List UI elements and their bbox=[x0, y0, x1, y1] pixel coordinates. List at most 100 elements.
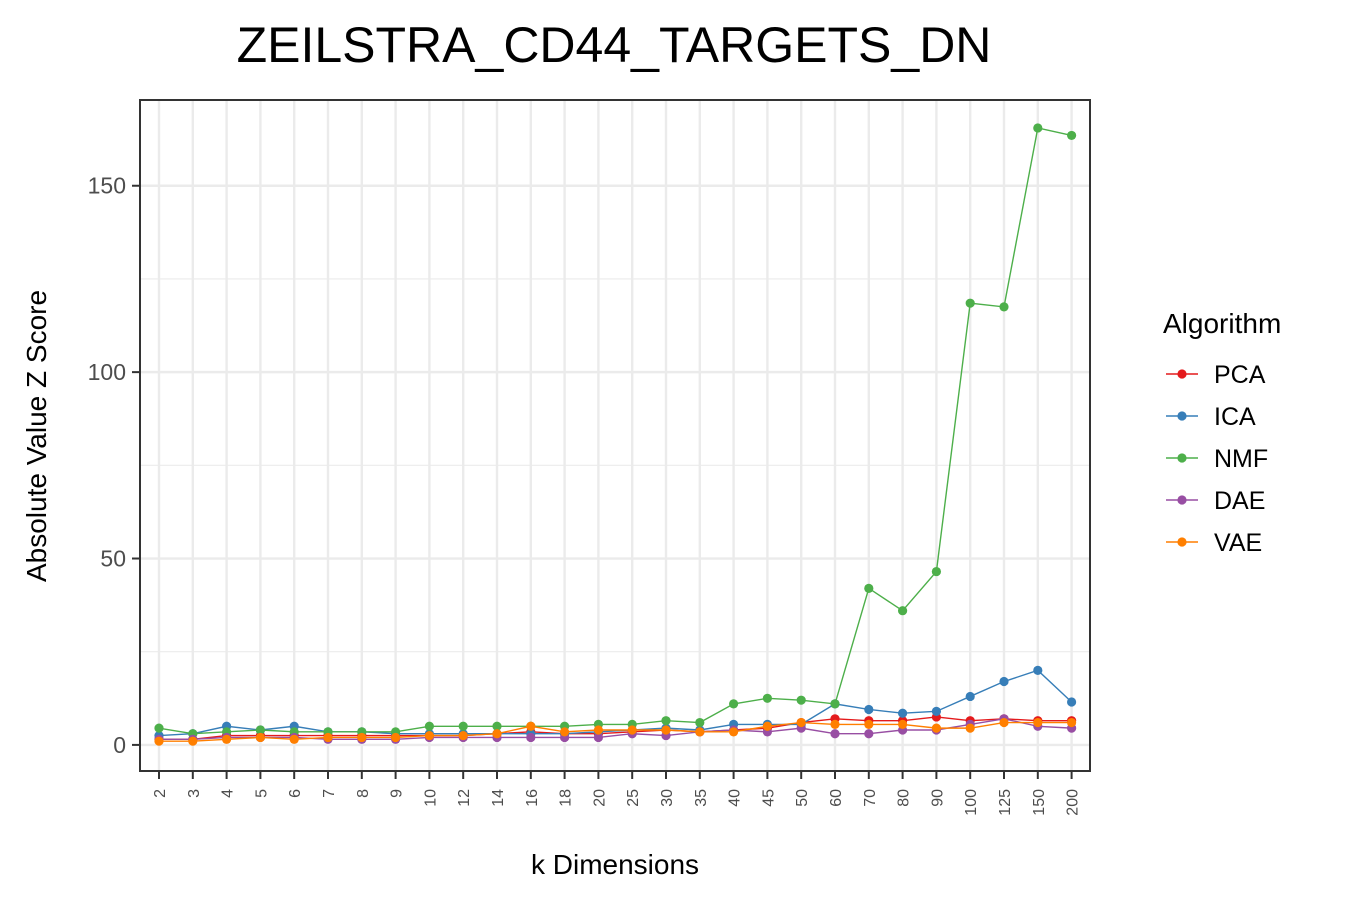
data-point-nmf bbox=[796, 695, 806, 705]
x-tick-label: 12 bbox=[456, 789, 473, 807]
legend-label-pca: PCA bbox=[1214, 361, 1266, 389]
x-tick-label: 40 bbox=[727, 789, 744, 807]
data-point-nmf bbox=[1033, 123, 1043, 133]
x-tick-label: 14 bbox=[490, 789, 507, 807]
legend-key-point-ica bbox=[1177, 411, 1187, 421]
y-axis: 0 50 100 150 bbox=[88, 173, 140, 758]
x-tick-label: 8 bbox=[355, 789, 372, 798]
data-point-vae bbox=[1067, 717, 1077, 728]
x-tick-label: 9 bbox=[389, 789, 406, 798]
data-point-nmf bbox=[424, 721, 434, 731]
legend: Algorithm PCA ICA NMF DAE VAE bbox=[1163, 308, 1281, 557]
data-point-vae bbox=[661, 725, 671, 735]
series-nmf bbox=[154, 123, 1077, 739]
grid bbox=[140, 100, 1090, 771]
legend-items: PCA ICA NMF DAE VAE bbox=[1166, 361, 1268, 557]
x-tick-label: 125 bbox=[997, 789, 1014, 816]
x-tick-label: 200 bbox=[1065, 789, 1082, 816]
series-line-nmf bbox=[158, 127, 1072, 735]
x-tick-label: 30 bbox=[659, 789, 676, 807]
data-point-nmf bbox=[965, 298, 975, 308]
x-tick-label: 150 bbox=[1031, 789, 1048, 816]
data-point-vae bbox=[289, 734, 299, 744]
series-line-pca bbox=[159, 716, 1072, 741]
legend-item-vae: VAE bbox=[1166, 529, 1262, 557]
y-tick-label: 100 bbox=[88, 359, 126, 385]
legend-key-point-pca bbox=[1177, 369, 1187, 379]
data-point-ica bbox=[864, 704, 874, 715]
data-point-dae bbox=[593, 732, 604, 743]
data-point-vae bbox=[222, 734, 232, 744]
x-tick-label: 10 bbox=[422, 789, 439, 807]
data-point-nmf bbox=[695, 717, 705, 728]
legend-label-vae: VAE bbox=[1214, 529, 1262, 557]
data-point-vae bbox=[931, 723, 942, 733]
x-tick-label: 35 bbox=[693, 789, 710, 807]
x-tick-label: 70 bbox=[862, 789, 879, 807]
x-axis-title: k Dimensions bbox=[531, 849, 699, 880]
series-layer bbox=[154, 123, 1077, 746]
data-point-vae bbox=[323, 732, 333, 743]
data-point-dae bbox=[830, 729, 840, 739]
x-tick-label: 25 bbox=[625, 789, 642, 807]
data-point-vae bbox=[357, 732, 367, 743]
data-point-nmf bbox=[999, 302, 1009, 312]
data-point-vae bbox=[898, 719, 908, 730]
x-axis: 2 3 4 5 6 7 8 9 10 12 14 16 18 20 25 30 35 40 45 50 60 70 80 90… bbox=[152, 771, 1082, 816]
data-point-vae bbox=[762, 721, 773, 731]
y-tick-label: 50 bbox=[100, 546, 126, 572]
legend-item-pca: PCA bbox=[1166, 361, 1266, 389]
data-point-nmf bbox=[1067, 130, 1077, 141]
legend-label-ica: ICA bbox=[1214, 403, 1256, 431]
y-tick-label: 150 bbox=[88, 173, 126, 199]
y-axis-title: Absolute Value Z Score bbox=[21, 290, 52, 582]
data-point-ica bbox=[1067, 697, 1077, 707]
data-point-nmf bbox=[931, 566, 942, 577]
data-point-nmf bbox=[729, 699, 739, 709]
data-point-vae bbox=[593, 725, 604, 735]
data-point-vae bbox=[695, 727, 705, 737]
legend-title: Algorithm bbox=[1163, 308, 1281, 339]
x-tick-label: 20 bbox=[591, 789, 608, 807]
legend-item-nmf: NMF bbox=[1166, 445, 1268, 473]
series-vae bbox=[154, 717, 1077, 746]
data-point-vae bbox=[1033, 717, 1043, 728]
x-tick-label: 90 bbox=[929, 789, 946, 807]
x-tick-label: 45 bbox=[760, 789, 777, 807]
data-point-vae bbox=[729, 727, 739, 737]
data-point-vae bbox=[796, 717, 806, 728]
data-point-vae bbox=[627, 725, 637, 735]
x-tick-label: 18 bbox=[558, 789, 575, 807]
plot-panel-border bbox=[139, 99, 1091, 772]
x-tick-label: 100 bbox=[963, 789, 980, 816]
x-tick-label: 60 bbox=[828, 789, 845, 807]
legend-label-nmf: NMF bbox=[1214, 445, 1268, 473]
data-point-vae bbox=[255, 732, 265, 743]
data-point-vae bbox=[188, 736, 198, 746]
legend-item-dae: DAE bbox=[1166, 487, 1265, 515]
legend-item-ica: ICA bbox=[1166, 403, 1256, 431]
legend-key-point-dae bbox=[1177, 495, 1187, 505]
x-tick-label: 80 bbox=[896, 789, 913, 807]
legend-key-point-nmf bbox=[1177, 453, 1187, 463]
data-point-nmf bbox=[661, 716, 671, 726]
data-point-dae bbox=[526, 732, 536, 743]
data-point-vae bbox=[999, 717, 1009, 728]
data-point-nmf bbox=[492, 721, 502, 731]
data-point-nmf bbox=[864, 583, 874, 593]
x-tick-label: 2 bbox=[152, 789, 169, 798]
data-point-nmf bbox=[458, 721, 468, 731]
x-tick-label: 4 bbox=[220, 789, 237, 798]
data-point-nmf bbox=[154, 723, 164, 733]
data-point-nmf bbox=[898, 606, 908, 616]
data-point-ica bbox=[965, 691, 975, 702]
data-point-ica bbox=[1033, 665, 1043, 675]
data-point-ica bbox=[999, 676, 1009, 687]
series-line-ica bbox=[158, 669, 1073, 737]
x-tick-label: 6 bbox=[287, 789, 304, 798]
data-point-vae bbox=[458, 730, 468, 741]
x-tick-label: 3 bbox=[186, 789, 203, 798]
x-tick-label: 50 bbox=[794, 789, 811, 807]
